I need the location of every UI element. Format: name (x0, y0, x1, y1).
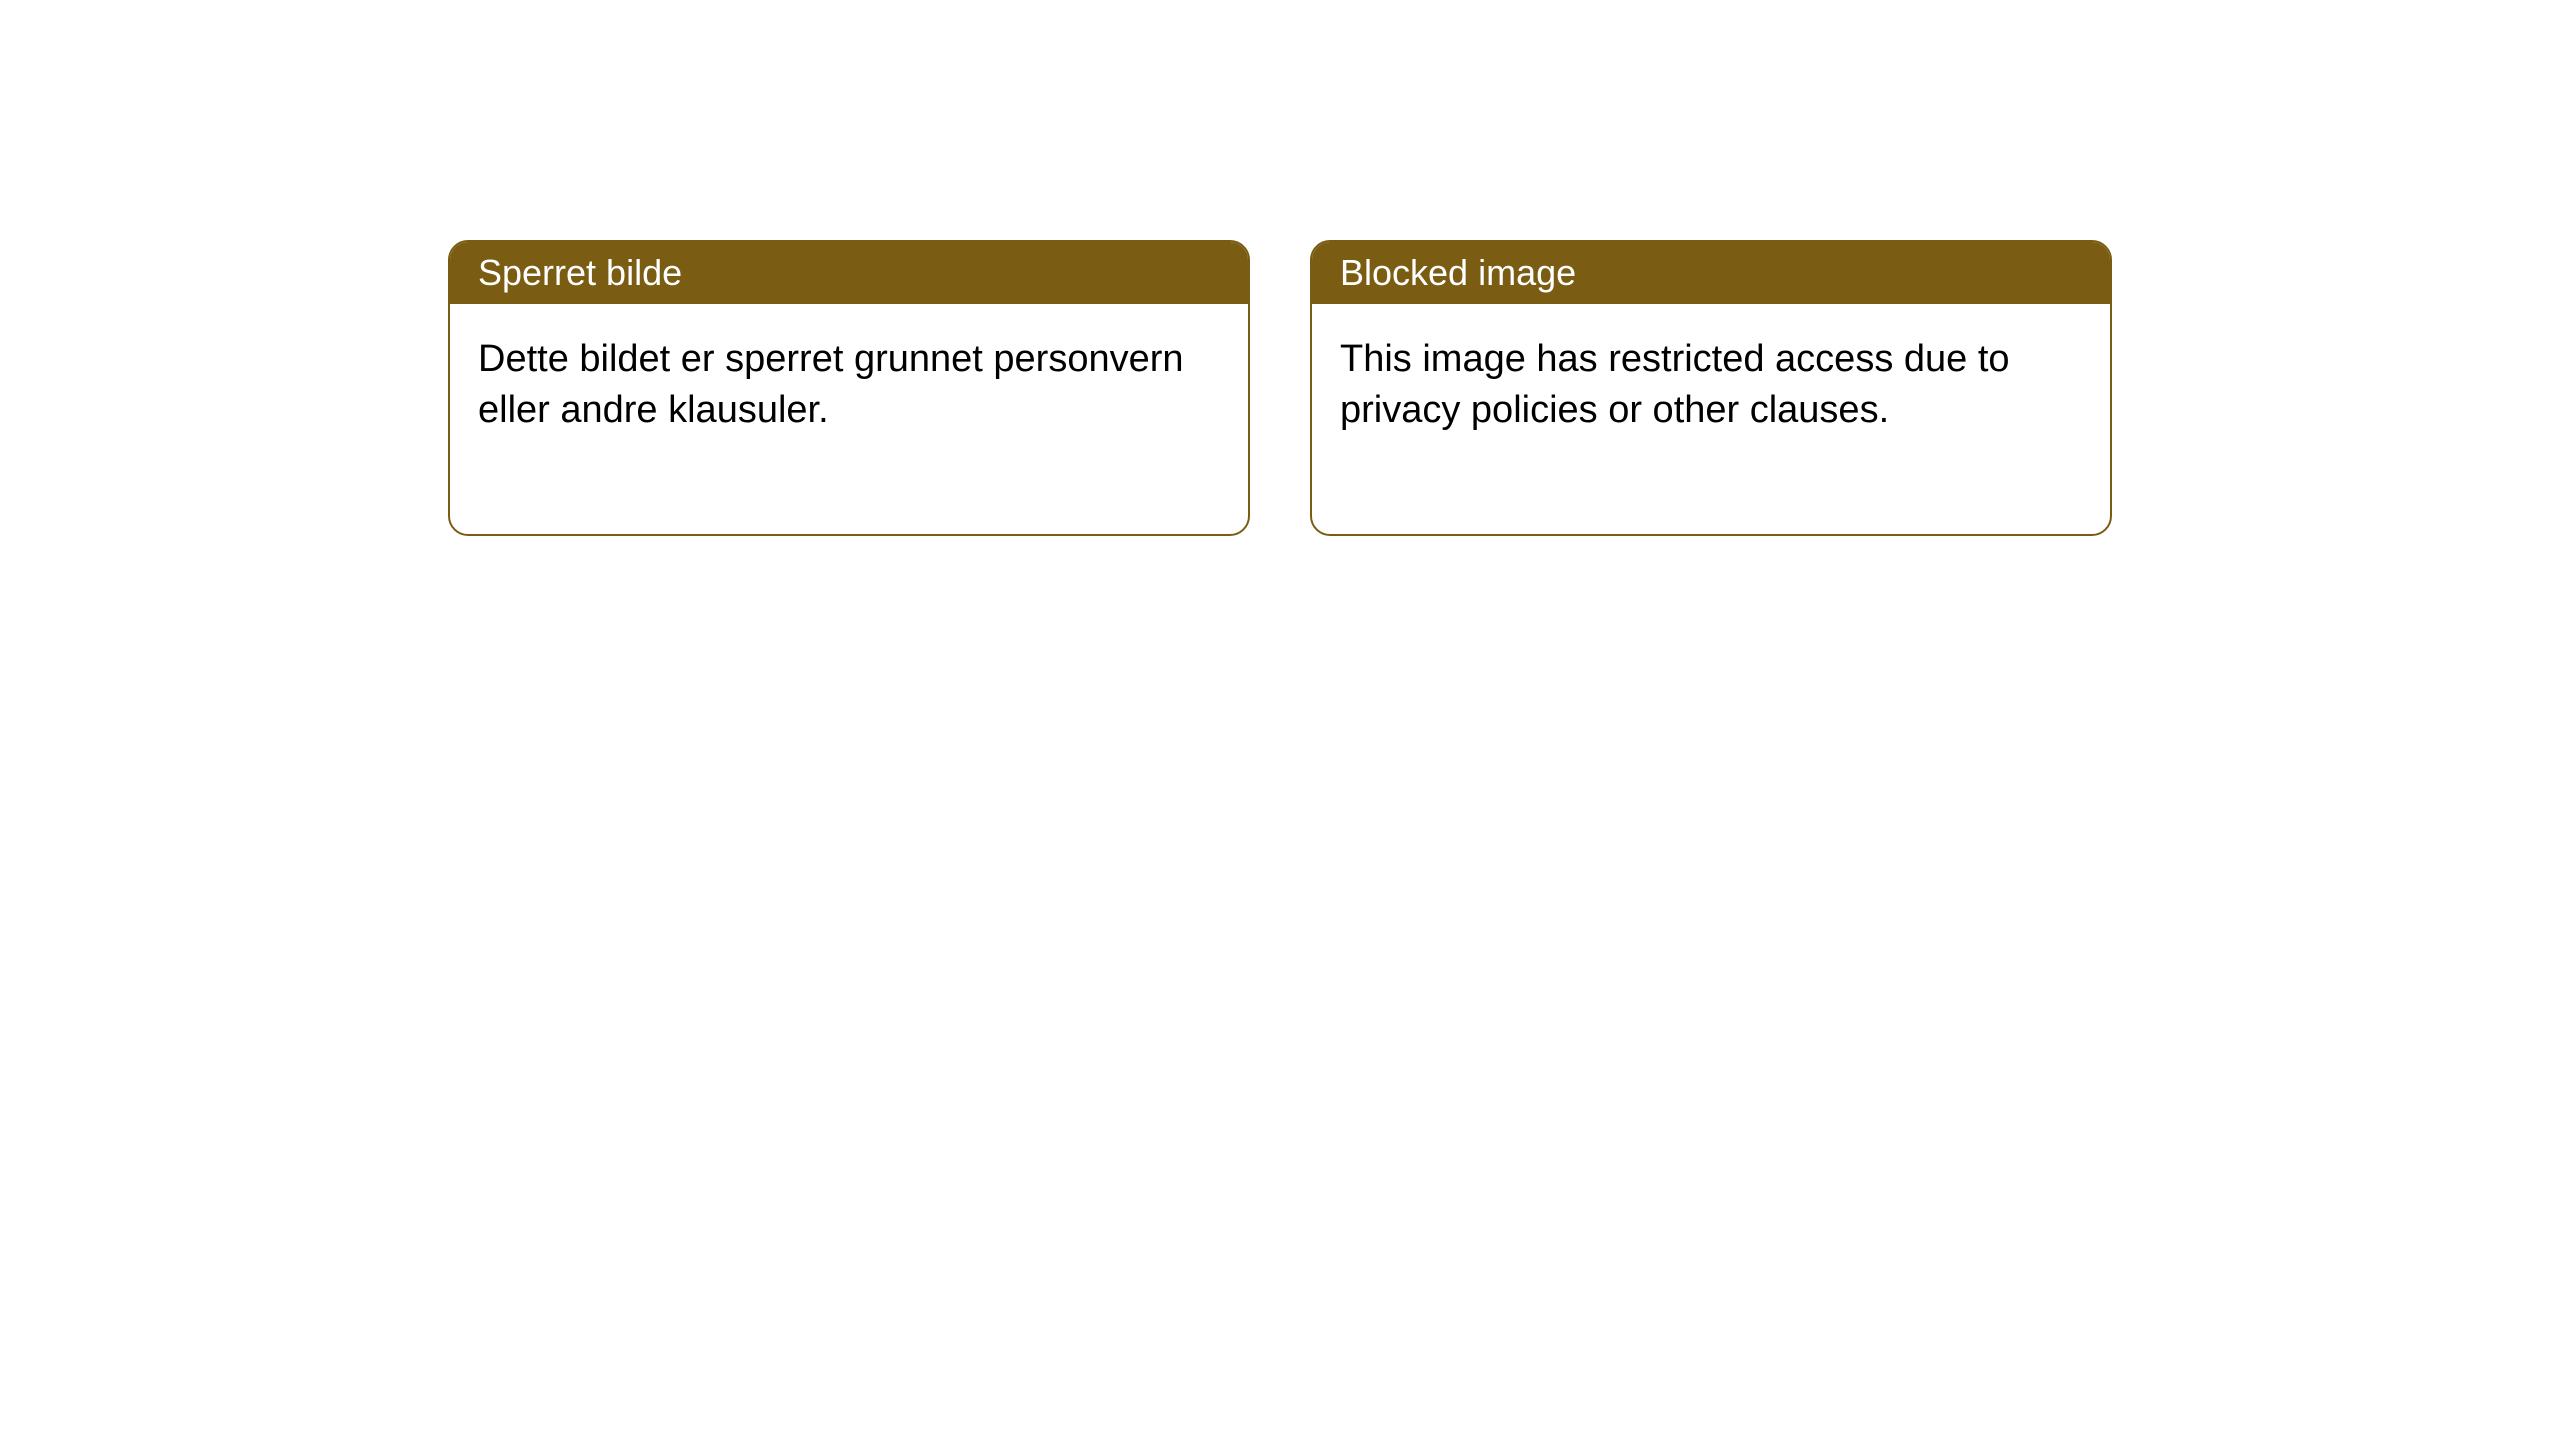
notice-title: Blocked image (1340, 252, 1576, 293)
notice-body: Dette bildet er sperret grunnet personve… (450, 304, 1248, 534)
notice-header: Blocked image (1312, 242, 2110, 304)
notice-text: This image has restricted access due to … (1340, 338, 2010, 431)
notice-text: Dette bildet er sperret grunnet personve… (478, 338, 1184, 431)
notice-container: Sperret bilde Dette bildet er sperret gr… (0, 0, 2560, 536)
notice-body: This image has restricted access due to … (1312, 304, 2110, 534)
notice-title: Sperret bilde (478, 252, 682, 293)
notice-card-english: Blocked image This image has restricted … (1310, 240, 2112, 536)
notice-header: Sperret bilde (450, 242, 1248, 304)
notice-card-norwegian: Sperret bilde Dette bildet er sperret gr… (448, 240, 1250, 536)
